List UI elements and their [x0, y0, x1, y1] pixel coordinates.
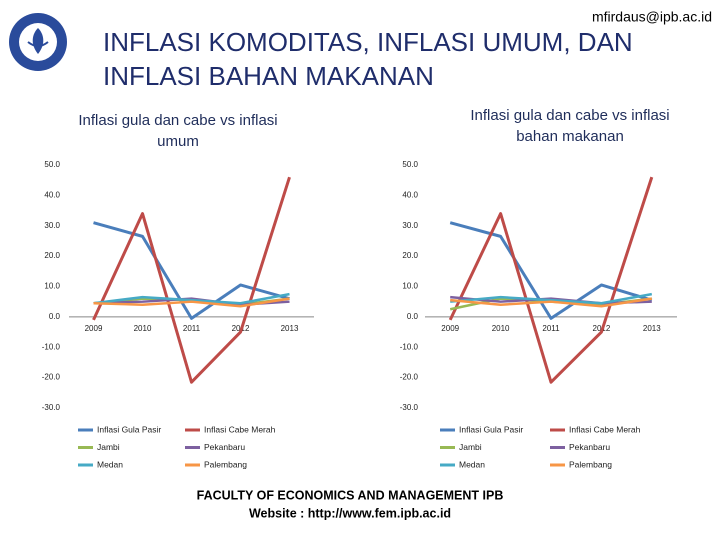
legend-label: Inflasi Gula Pasir [459, 424, 523, 434]
legend-label: Jambi [459, 442, 482, 452]
legend-label: Pekanbaru [204, 442, 245, 452]
series-line [448, 176, 654, 384]
chart-title: Inflasi gula dan cabe vs inflasi [78, 112, 277, 129]
y-tick-label: 40.0 [44, 190, 60, 199]
y-tick-label: 50.0 [402, 160, 418, 169]
legend-label: Palembang [204, 459, 247, 469]
y-tick-label: 40.0 [402, 190, 418, 199]
email: mfirdaus@ipb.ac.id [592, 9, 712, 25]
x-tick-label: 2013 [643, 324, 661, 333]
series-line [92, 176, 291, 384]
series-line [450, 292, 653, 305]
series-line [449, 221, 653, 320]
slide-title: INFLASI KOMODITAS, INFLASI UMUM, DAN [103, 27, 633, 57]
legend-label: Palembang [569, 459, 612, 469]
y-tick-label: 0.0 [407, 312, 419, 321]
series-line [93, 297, 290, 308]
legend-label: Medan [97, 459, 123, 469]
y-tick-label: -30.0 [400, 403, 419, 412]
series-line [93, 221, 290, 320]
logo [9, 13, 67, 71]
y-tick-label: -20.0 [42, 373, 61, 382]
legend-label: Medan [459, 459, 485, 469]
legend-label: Inflasi Gula Pasir [97, 424, 161, 434]
x-tick-label: 2011 [183, 324, 201, 333]
y-tick-label: 20.0 [402, 251, 418, 260]
chart-title: umum [157, 133, 199, 150]
x-tick-label: 2009 [85, 324, 103, 333]
x-tick-label: 2010 [134, 324, 152, 333]
y-tick-label: 10.0 [402, 282, 418, 291]
y-tick-label: 30.0 [44, 221, 60, 230]
footer-text: FACULTY OF ECONOMICS AND MANAGEMENT IPB [197, 488, 504, 502]
slide-title: INFLASI BAHAN MAKANAN [103, 61, 434, 91]
chart-title: bahan makanan [516, 128, 624, 145]
legend-label: Jambi [97, 442, 120, 452]
chart-title: Inflasi gula dan cabe vs inflasi [470, 107, 669, 124]
footer-text: Website : http://www.fem.ipb.ac.id [249, 506, 451, 520]
y-tick-label: -20.0 [400, 373, 419, 382]
y-tick-label: -30.0 [42, 403, 61, 412]
y-tick-label: 0.0 [49, 312, 61, 321]
legend-label: Inflasi Cabe Merah [569, 424, 641, 434]
y-tick-label: 30.0 [402, 221, 418, 230]
y-tick-label: 10.0 [44, 282, 60, 291]
y-tick-label: 50.0 [44, 160, 60, 169]
x-tick-label: 2009 [441, 324, 459, 333]
legend-label: Inflasi Cabe Merah [204, 424, 276, 434]
x-tick-label: 2013 [281, 324, 299, 333]
y-tick-label: -10.0 [400, 342, 419, 351]
x-tick-label: 2010 [492, 324, 510, 333]
legend-label: Pekanbaru [569, 442, 610, 452]
series-line [450, 297, 652, 308]
y-tick-label: -10.0 [42, 342, 61, 351]
series-line [93, 292, 290, 305]
x-tick-label: 2011 [542, 324, 560, 333]
y-tick-label: 20.0 [44, 251, 60, 260]
